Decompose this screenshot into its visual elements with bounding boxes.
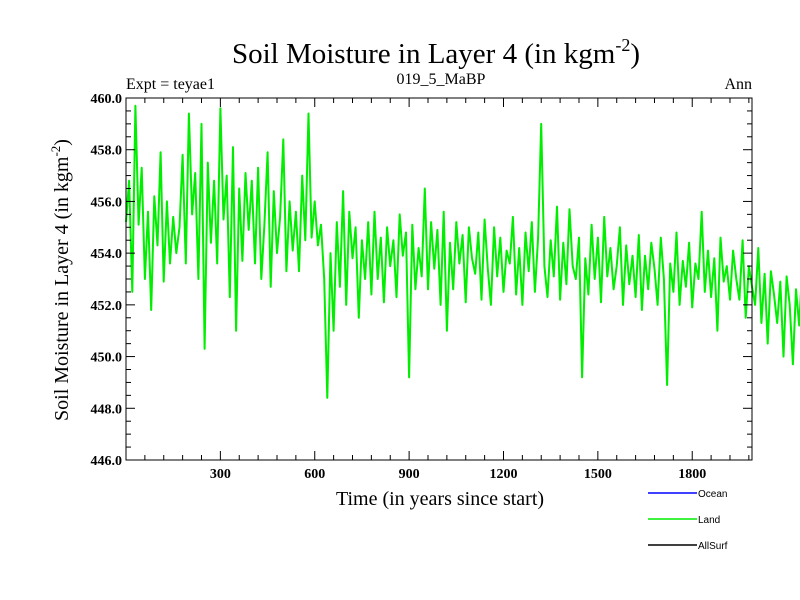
y-axis-label-superscript: -2 [48, 146, 63, 157]
x-tick-label: 1800 [678, 467, 706, 482]
x-tick-label: 600 [304, 467, 325, 482]
y-axis-label-close: ) [51, 139, 73, 146]
series-layer [125, 104, 800, 399]
x-tick-label: 1500 [584, 467, 612, 482]
legend-label-allsurf: AllSurf [698, 541, 728, 552]
series-line-land [125, 104, 800, 399]
x-axis-label: Time (in years since start) [336, 488, 544, 510]
period-label: 019_5_MaBP [397, 71, 486, 88]
experiment-label: Expt = teyae1 [126, 76, 215, 93]
y-tick-label: 452.0 [91, 299, 123, 314]
x-tick-label: 900 [399, 467, 420, 482]
chart-title: Soil Moisture in Layer 4 (in kgm-2) [232, 35, 640, 70]
y-axis-label-main: Soil Moisture in Layer 4 (in kgm [51, 156, 73, 421]
y-tick-label: 456.0 [91, 195, 123, 210]
y-tick-label: 460.0 [91, 92, 123, 107]
y-tick-label: 448.0 [91, 402, 123, 417]
legend: Ocean Land AllSurf [648, 489, 728, 552]
y-axis-label: Soil Moisture in Layer 4 (in kgm-2) [48, 139, 73, 421]
x-tick-label: 300 [210, 467, 231, 482]
tick-layer: 446.0 448.0 450.0 452.0 454.0 456.0 458.0 460.0… [91, 92, 752, 482]
chart-title-main: Soil Moisture in Layer 4 (in kgm [232, 38, 616, 70]
chart-title-superscript: -2 [615, 35, 630, 55]
y-tick-label: 446.0 [91, 454, 123, 469]
x-tick-label: 1200 [489, 467, 517, 482]
legend-label-land: Land [698, 515, 720, 526]
y-tick-label: 450.0 [91, 351, 123, 366]
legend-label-ocean: Ocean [698, 489, 727, 500]
season-label: Ann [724, 76, 752, 93]
y-tick-label: 458.0 [91, 144, 123, 159]
chart-title-close: ) [630, 38, 640, 70]
y-tick-label: 454.0 [91, 247, 123, 262]
